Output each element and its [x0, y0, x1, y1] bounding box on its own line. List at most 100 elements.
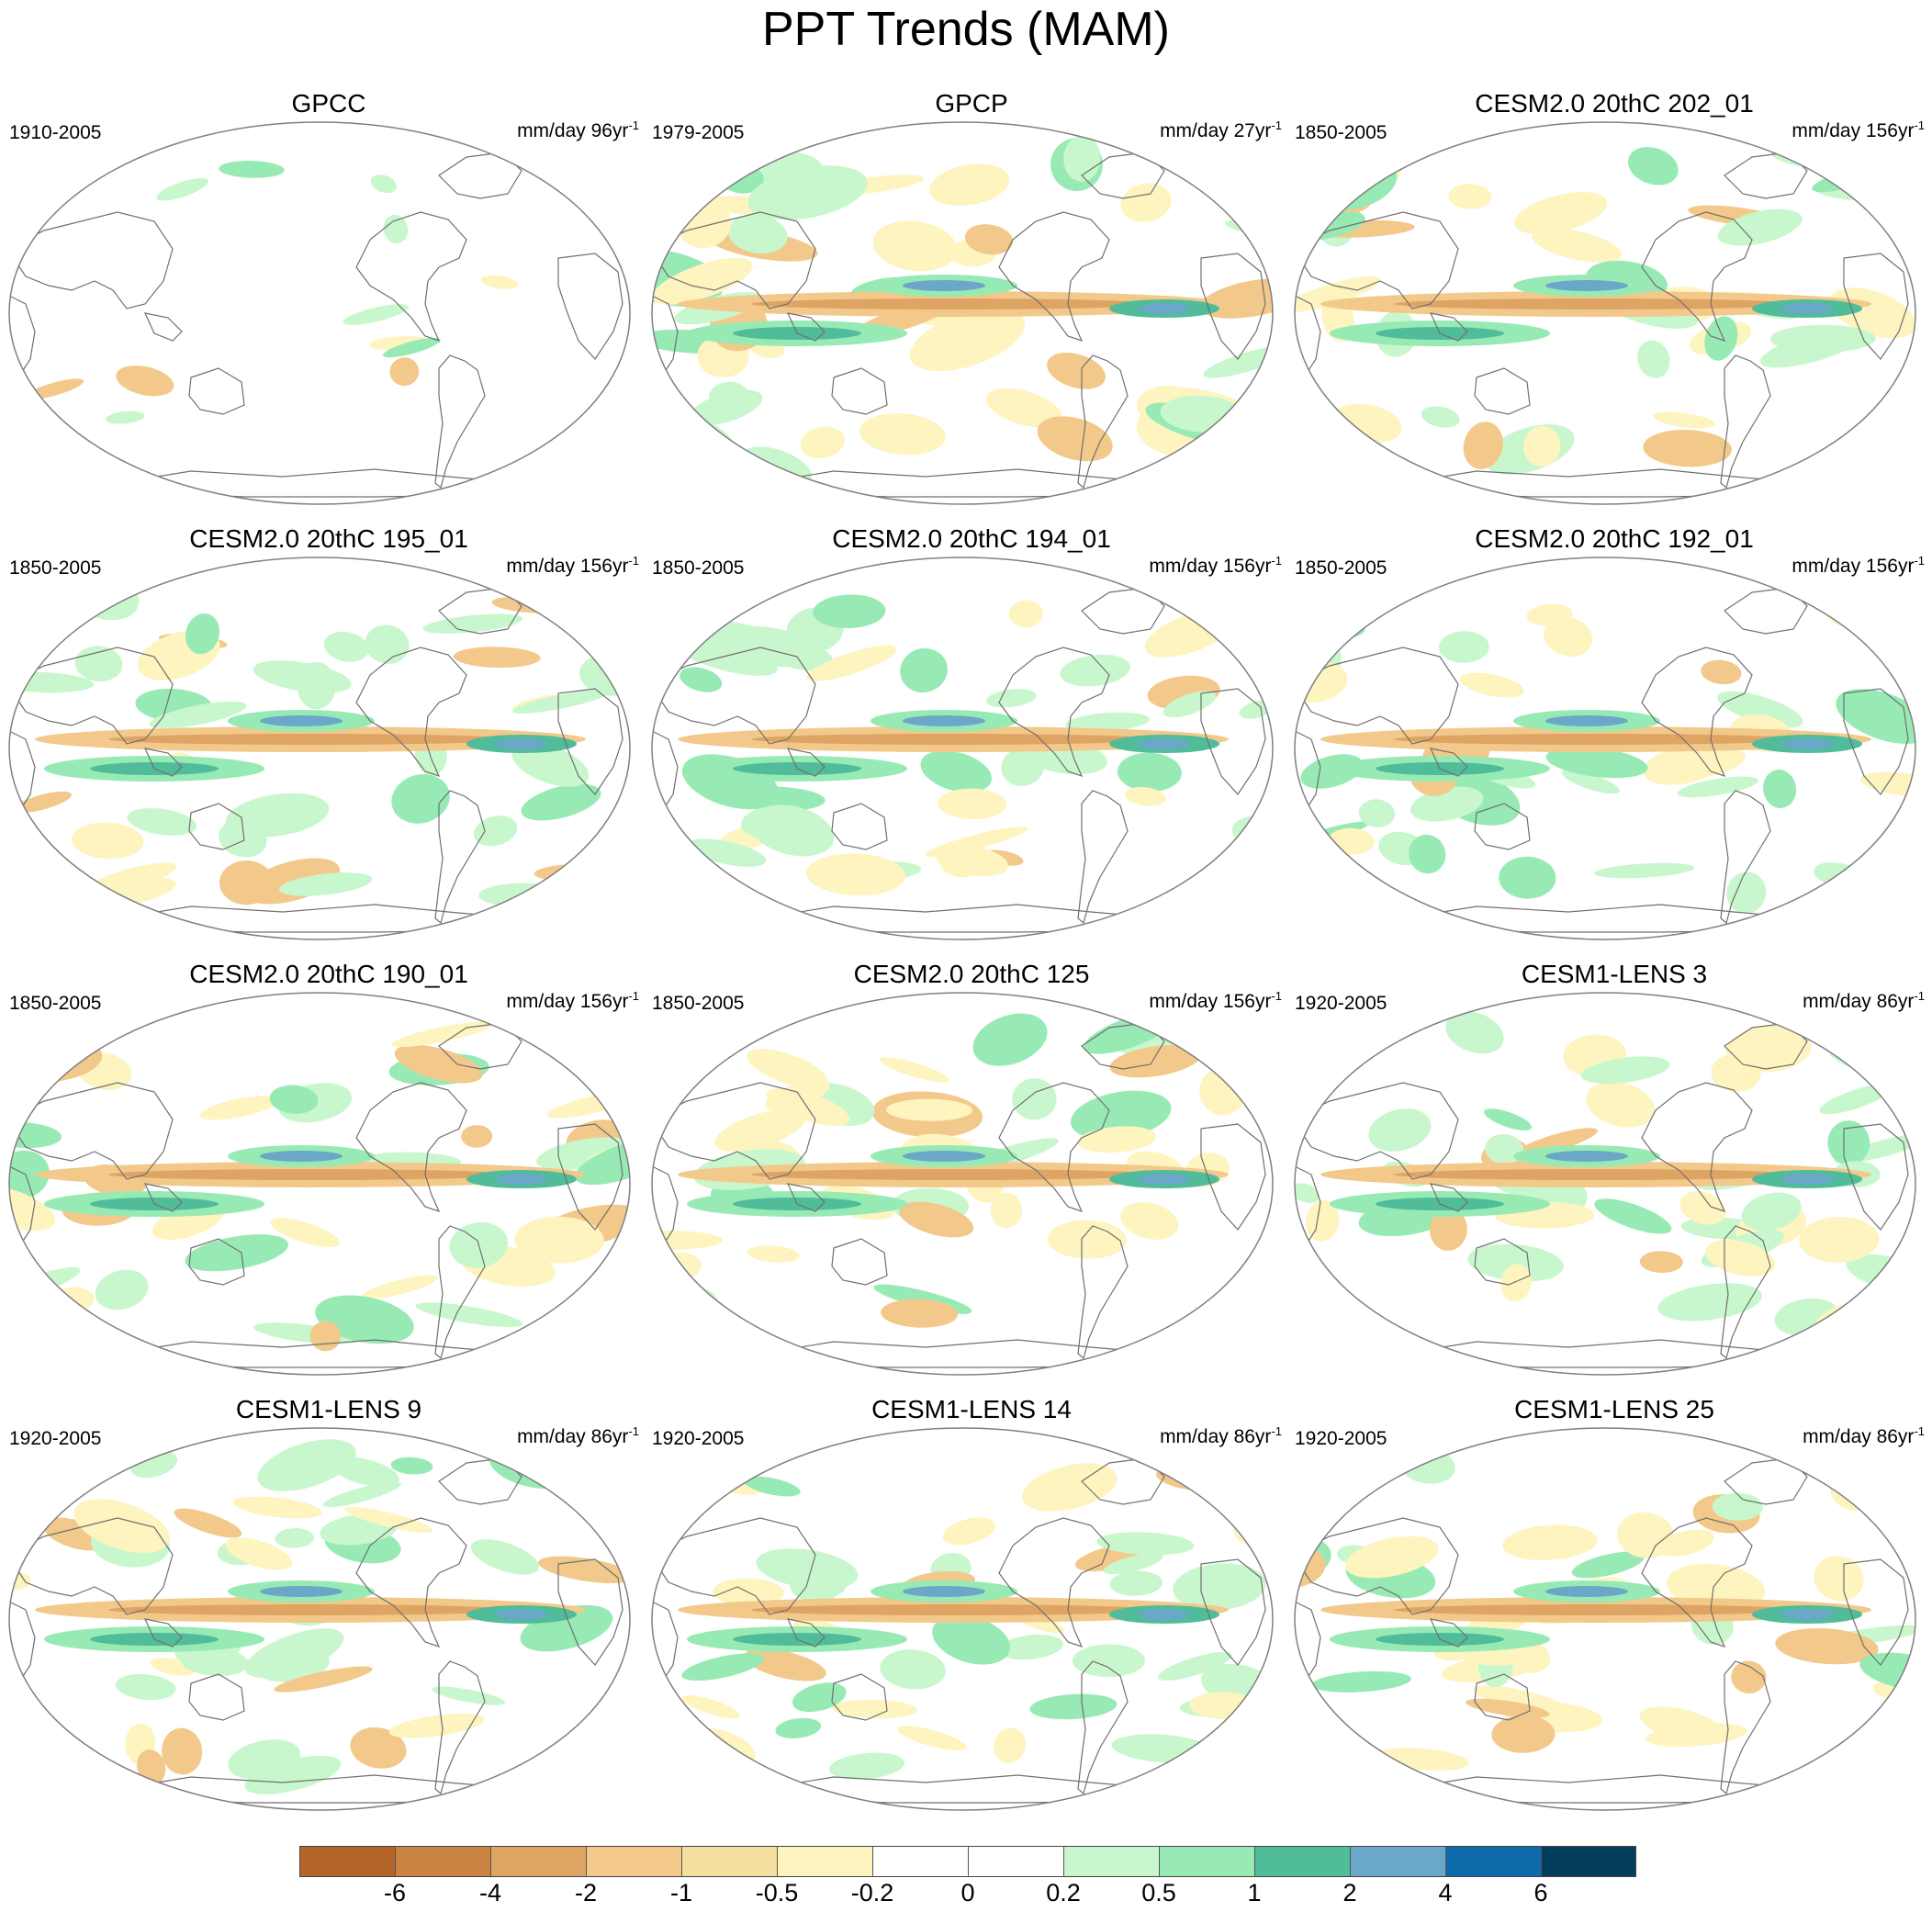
dry-trend-region	[1726, 1025, 1812, 1073]
coastline	[438, 152, 522, 199]
coastline	[188, 367, 245, 415]
wet-trend-region	[253, 660, 352, 693]
map-frame	[1294, 121, 1916, 505]
equatorial-dry-core	[751, 298, 1155, 309]
map-panel: CESM2.0 20thC 192_01 1850-2005 mm/day 156y…	[1293, 523, 1932, 955]
dry-trend-region	[766, 1088, 850, 1126]
wet-trend-region	[972, 1013, 1048, 1066]
colorbar-tick-label: 0.5	[1141, 1879, 1176, 1906]
atlantic-wet-core	[1139, 738, 1190, 749]
wet-trend-region	[1409, 834, 1446, 874]
map-frame	[1294, 1427, 1916, 1811]
panel-title: CESM1-LENS 25	[1514, 1395, 1714, 1423]
wet-trend-region	[681, 1653, 765, 1681]
dry-trend-region	[270, 1218, 340, 1247]
wet-trend-region	[775, 1717, 822, 1738]
coastline	[1720, 790, 1771, 925]
colorbar-tick-label: -4	[478, 1879, 502, 1906]
wet-trend-region	[1704, 316, 1738, 361]
wet-trend-region	[383, 337, 441, 358]
panel-units: mm/day 96yr-1	[517, 114, 639, 143]
coastline	[998, 1082, 1110, 1212]
wet-trend-region	[1103, 1553, 1163, 1575]
coastline	[143, 748, 183, 777]
map-frame	[8, 992, 631, 1376]
dry-trend-region	[1586, 1081, 1656, 1128]
wet-trend-region	[244, 1755, 342, 1794]
panel-units-text: mm/day 156yr	[1792, 556, 1915, 577]
panel-units: mm/day 156yr-1	[1149, 549, 1282, 579]
coastline	[1081, 587, 1165, 635]
north-wet-core	[1545, 715, 1628, 726]
dry-trend-region	[1701, 659, 1742, 685]
dry-trend-region	[480, 275, 519, 289]
coastline	[1724, 587, 1808, 635]
dry-trend-region	[1705, 1239, 1776, 1277]
dry-trend-region	[1814, 1556, 1864, 1602]
wet-trend-region	[470, 1539, 540, 1575]
wet-trend-region	[740, 626, 835, 672]
coastline	[1295, 1082, 1459, 1180]
wet-trend-region	[1819, 1084, 1893, 1115]
coastline	[1843, 688, 1909, 795]
dry-trend-region	[1306, 1199, 1340, 1242]
coastline	[1474, 1238, 1531, 1286]
map-panel: CESM1-LENS 3 1920-2005 mm/day 86yr-1	[1293, 959, 1932, 1390]
wet-trend-region	[556, 1314, 588, 1344]
atlantic-wet-core	[496, 738, 547, 749]
wet-trend-region	[279, 872, 373, 896]
coastline	[9, 1517, 174, 1615]
map-panel: CESM1-LENS 14 1920-2005 mm/day 86yr-1	[650, 1394, 1293, 1826]
wet-trend-region	[1594, 862, 1695, 879]
coastline	[355, 647, 467, 777]
panel-units-text: mm/day 86yr	[1803, 1426, 1915, 1447]
dry-trend-region	[886, 1098, 973, 1121]
panel-title: GPCP	[935, 89, 1008, 118]
wet-trend-region	[920, 750, 992, 793]
dry-trend-region	[232, 1496, 322, 1519]
coastline	[1720, 1225, 1771, 1360]
wet-trend-region	[1759, 328, 1865, 368]
trend-map	[1294, 992, 1916, 1376]
panel-units-text: mm/day 86yr	[517, 1426, 629, 1447]
wet-trend-region	[257, 1439, 356, 1491]
wet-trend-region	[432, 1686, 506, 1705]
coastline	[557, 1558, 623, 1666]
dry-trend-region	[652, 422, 721, 451]
dry-trend-region	[990, 1192, 1023, 1229]
wet-trend-region	[1717, 208, 1803, 246]
wet-trend-region	[1637, 340, 1670, 378]
coastline	[1720, 354, 1771, 489]
colorbar-tick-label: -0.2	[850, 1879, 894, 1906]
dry-trend-region	[1109, 1045, 1201, 1078]
dry-trend-region	[1532, 228, 1622, 263]
dry-trend-region	[1448, 184, 1492, 209]
north-wet-core	[260, 1586, 343, 1597]
coastline	[1429, 748, 1468, 777]
dry-trend-region	[116, 366, 174, 397]
panel-units-text: mm/day 156yr	[1149, 556, 1272, 577]
colorbar-tick-label: 1	[1247, 1879, 1262, 1906]
wet-trend-region	[391, 774, 450, 824]
wet-trend-region	[828, 1752, 905, 1780]
wet-trend-region	[1295, 1183, 1320, 1203]
coastline	[652, 729, 679, 814]
coastline	[1429, 312, 1468, 342]
dry-trend-region	[162, 1727, 203, 1775]
coastline	[9, 294, 36, 378]
dry-trend-region	[361, 1275, 439, 1299]
dry-trend-region	[1491, 1715, 1556, 1753]
equatorial-dry-core	[751, 1604, 1155, 1615]
colorbar-swatch	[1445, 1846, 1541, 1877]
panel-units-text: mm/day 156yr	[506, 991, 629, 1012]
coastline	[438, 1457, 522, 1505]
north-wet-core	[1545, 1586, 1628, 1597]
map-panel: CESM2.0 20thC 125 1850-2005 mm/day 156yr-1	[650, 959, 1293, 1390]
coastline	[9, 1600, 36, 1684]
coastline	[1295, 647, 1459, 745]
dry-trend-region	[25, 378, 84, 399]
coastline	[1200, 1558, 1266, 1666]
dry-trend-region	[55, 881, 97, 904]
colorbar-tick-label: -1	[669, 1879, 693, 1906]
wet-trend-region	[1221, 1033, 1273, 1062]
